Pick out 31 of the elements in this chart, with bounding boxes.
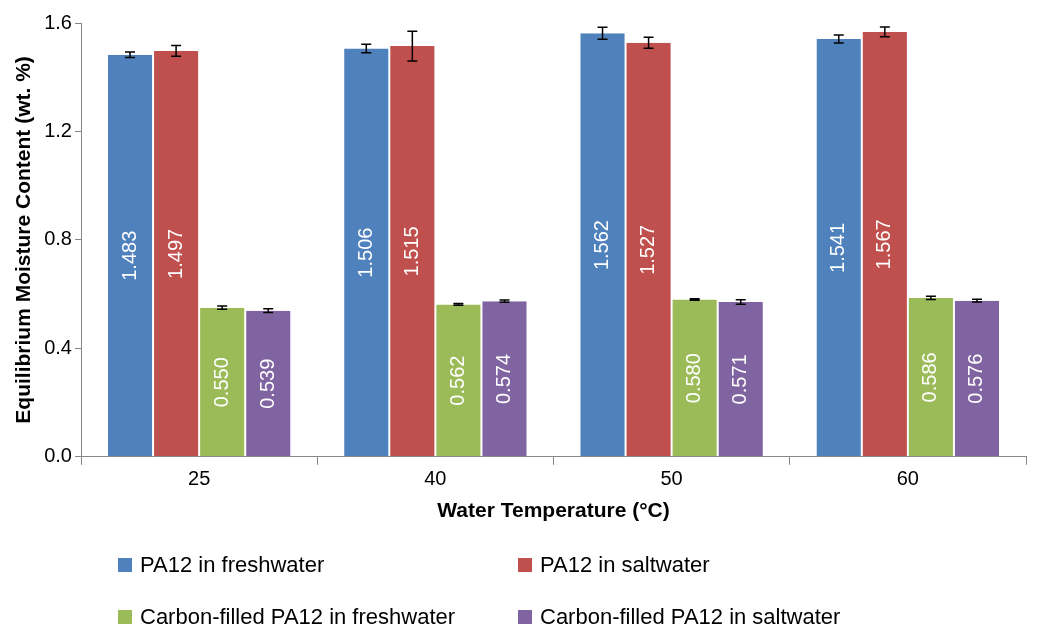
data-label: 0.574 bbox=[492, 353, 514, 405]
data-label: 1.506 bbox=[353, 227, 376, 278]
legend-label: Carbon-filled PA12 in saltwater bbox=[540, 604, 841, 630]
data-label: 1.562 bbox=[590, 220, 613, 271]
legend-label: Carbon-filled PA12 in freshwater bbox=[140, 604, 456, 630]
y-tick-label: 1.2 bbox=[44, 118, 72, 141]
legend-label: PA12 in freshwater bbox=[140, 552, 325, 578]
data-label: 1.567 bbox=[872, 219, 895, 270]
x-tick-label: 60 bbox=[896, 467, 919, 490]
data-label: 0.571 bbox=[728, 354, 751, 405]
data-label: 1.483 bbox=[117, 230, 140, 281]
y-tick-label: 0.8 bbox=[44, 227, 72, 250]
data-label: 0.539 bbox=[255, 358, 278, 409]
data-label: 1.497 bbox=[163, 228, 186, 279]
x-tick-label: 25 bbox=[188, 467, 211, 490]
y-tick-label: 0.0 bbox=[44, 444, 72, 467]
data-label: 1.515 bbox=[399, 226, 422, 277]
y-tick-label: 1.6 bbox=[44, 10, 72, 33]
x-axis-title: Water Temperature (°C) bbox=[437, 498, 670, 522]
data-label: 1.527 bbox=[636, 224, 659, 275]
data-label: 0.576 bbox=[964, 353, 987, 404]
legend-label: PA12 in saltwater bbox=[540, 552, 710, 578]
data-label: 0.586 bbox=[918, 352, 941, 403]
x-tick-label: 50 bbox=[660, 467, 683, 490]
data-label: 1.541 bbox=[826, 222, 849, 273]
y-axis-title: Equilibrium Moisture Content (wt. %) bbox=[11, 56, 35, 424]
data-label: 0.550 bbox=[209, 357, 232, 408]
data-label: 0.562 bbox=[445, 355, 468, 406]
x-tick-label: 40 bbox=[424, 467, 447, 490]
y-tick-label: 0.4 bbox=[44, 335, 72, 358]
data-label: 0.580 bbox=[682, 353, 705, 404]
